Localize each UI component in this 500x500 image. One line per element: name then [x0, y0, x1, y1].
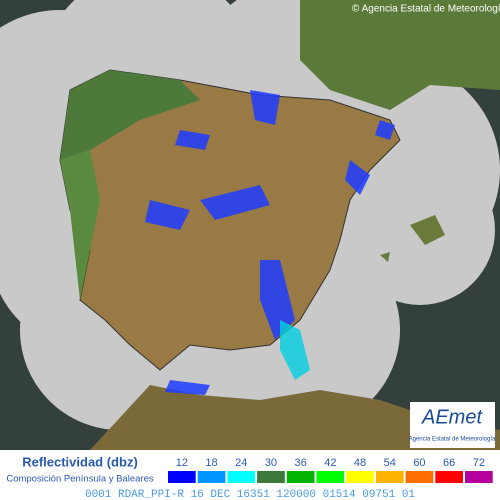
- legend-title: Reflectividad (dbz): [22, 454, 138, 469]
- footer: 0001 RDAR_PPI-R 16 DEC 16351 120000 0151…: [85, 489, 415, 500]
- credit: © Agencia Estatal de Meteorología: [352, 4, 500, 15]
- west-coast: [60, 150, 100, 300]
- africa: [90, 385, 500, 450]
- legend-swatch: [168, 471, 196, 483]
- legend-swatch: [346, 471, 374, 483]
- legend-value: 24: [235, 457, 247, 469]
- legend-swatch: [405, 471, 434, 483]
- precipitation: [145, 90, 395, 395]
- legend-value: 66: [443, 457, 455, 469]
- logo-box: [410, 402, 495, 448]
- logo-subtitle: Agencia Estatal de Meteorología: [409, 437, 496, 443]
- legend-value: 42: [324, 457, 336, 469]
- legend-value: 54: [384, 457, 396, 469]
- legend-swatch: [316, 471, 345, 483]
- footer-bar: [0, 488, 500, 500]
- legend-value: 30: [265, 457, 277, 469]
- legend-swatch: [257, 471, 285, 483]
- precipitation-strong: [280, 320, 310, 380]
- france: [300, 0, 500, 110]
- iberia: [59, 69, 401, 371]
- legend-swatch: [227, 471, 256, 483]
- legend-subtitle: Composición Península y Baleares: [6, 474, 154, 485]
- legend-swatch: [286, 471, 315, 483]
- balearics: [380, 215, 445, 262]
- legend-swatch: [197, 471, 226, 483]
- legend-swatch: [465, 471, 493, 483]
- logo-name: AEmet: [421, 406, 483, 428]
- legend-swatch: [435, 471, 463, 483]
- legend-swatch: [375, 471, 404, 483]
- legend-value: 48: [354, 457, 366, 469]
- legend-value: 12: [176, 457, 188, 469]
- legend-value: 72: [473, 457, 485, 469]
- legend-value: 36: [295, 457, 307, 469]
- north-coast: [60, 70, 200, 160]
- legend-value: 18: [205, 457, 217, 469]
- legend-value: 60: [413, 457, 425, 469]
